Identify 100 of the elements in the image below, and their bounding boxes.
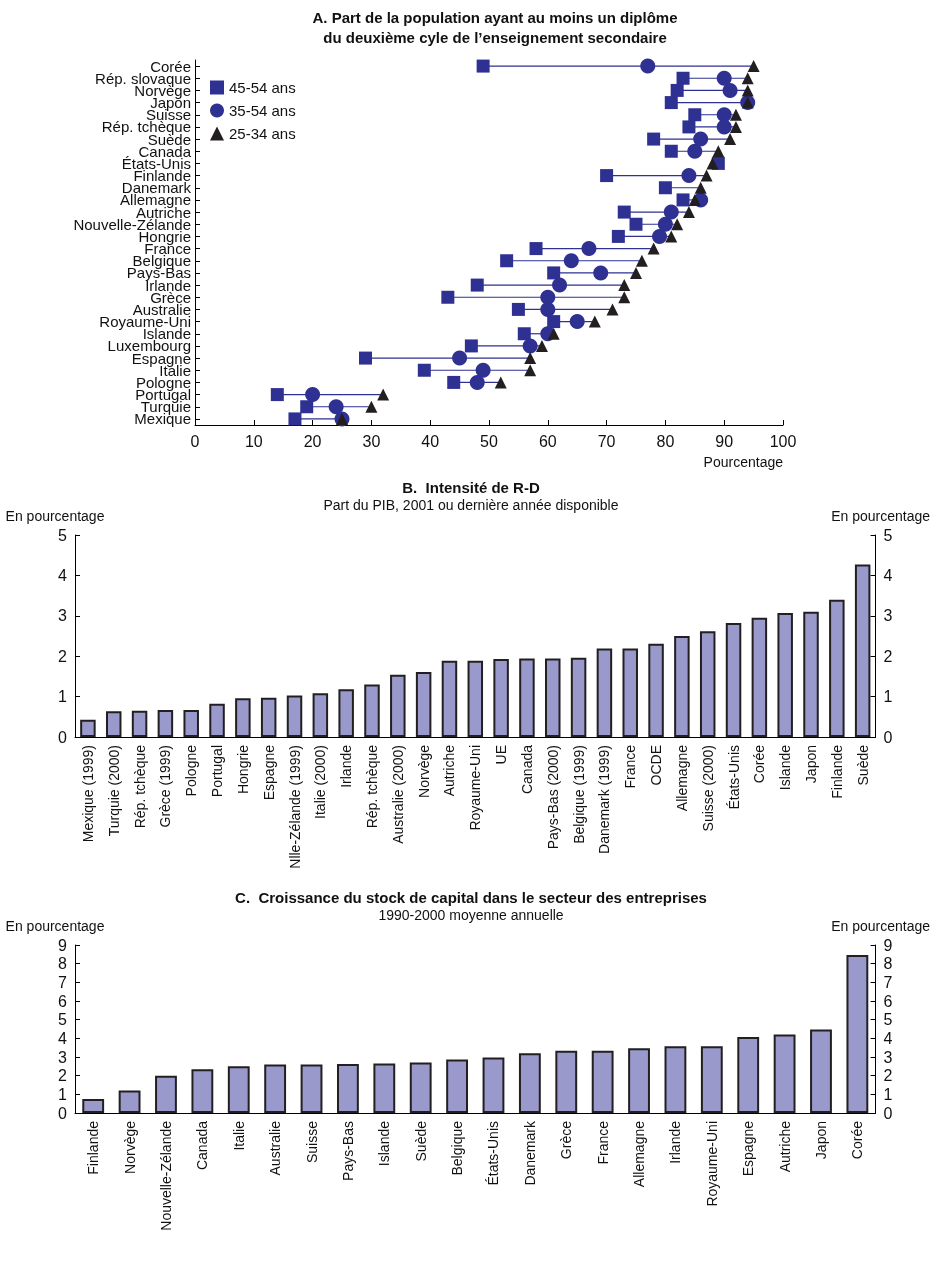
y-tick-label: 1 — [58, 688, 68, 706]
x-tick-label: Finlande — [828, 744, 845, 799]
y-tick-label: 4 — [58, 566, 68, 584]
legend-label: 25-34 ans — [229, 125, 296, 142]
y2-tick-label: 6 — [883, 992, 893, 1010]
y2-axis-title: En pourcentage — [831, 508, 931, 524]
x-tick-label: Grèce (1999) — [157, 745, 174, 828]
x-tick-label: Pays-Bas (2000) — [544, 745, 561, 850]
y2-tick-label: 4 — [883, 1029, 893, 1047]
y-tick-label: 3 — [58, 607, 68, 625]
x-tick-label: Italie — [230, 1120, 247, 1151]
y2-tick-label: 5 — [883, 1011, 893, 1029]
y2-tick-label: 9 — [883, 936, 893, 954]
x-tick-label: Corée — [849, 1120, 866, 1160]
y-tick-label: 6 — [58, 992, 68, 1010]
x-tick-label: Japon — [812, 1121, 829, 1160]
y-tick-label: 2 — [58, 1067, 68, 1085]
y-tick-label: 8 — [58, 955, 68, 973]
y-tick-label: 1 — [58, 1085, 68, 1103]
y2-tick-label: 1 — [883, 688, 893, 706]
x-tick-label: 50 — [480, 432, 498, 450]
legend-label: 45-54 ans — [229, 79, 296, 96]
x-tick-label: Pays-Bas — [339, 1121, 356, 1181]
x-tick-label: Australie — [267, 1120, 284, 1176]
y2-tick-label: 7 — [883, 973, 893, 991]
x-tick-label: 100 — [769, 432, 797, 450]
x-tick-label: Belgique — [449, 1120, 466, 1176]
x-tick-label: Suisse (2000) — [699, 745, 716, 832]
x-tick-label: Australie (2000) — [389, 745, 406, 844]
x-tick-label: Italie (2000) — [312, 745, 329, 819]
y2-tick-label: 0 — [883, 728, 893, 746]
chart-subtitle: Part du PIB, 2001 ou dernière année disponible — [323, 497, 619, 513]
y-tick-label: 0 — [58, 728, 68, 746]
y-tick-label: 0 — [58, 1104, 68, 1122]
x-axis-title: Pourcentage — [703, 454, 784, 470]
x-tick-label: France — [594, 1120, 611, 1165]
x-tick-label: Danemark (1999) — [596, 745, 613, 854]
x-tick-label: Allemagne — [673, 744, 690, 812]
x-tick-label: Grèce — [558, 1120, 575, 1160]
x-tick-label: OCDE — [648, 745, 665, 786]
x-tick-label: Autriche — [776, 1120, 793, 1173]
y-tick-label: 9 — [58, 936, 68, 954]
y2-tick-label: 3 — [883, 1048, 893, 1066]
x-tick-label: Royaume-Uni — [703, 1121, 720, 1207]
x-tick-label: Nlle-Zélande (1999) — [286, 745, 303, 869]
y-tick-label: 4 — [58, 1029, 68, 1047]
x-tick-label: Irlande — [338, 744, 355, 788]
x-tick-label: 80 — [656, 432, 675, 450]
x-tick-label: Allemagne — [631, 1120, 648, 1188]
y2-tick-label: 2 — [883, 1067, 893, 1085]
x-tick-label: 40 — [421, 432, 440, 450]
x-tick-label: Irlande — [667, 1120, 684, 1164]
x-tick-label: Espagne — [740, 1120, 757, 1177]
chart-title: A. Part de la population ayant au moins un diplôme du deuxième cyle de l’enseignement secondaire — [312, 8, 678, 46]
x-tick-label: 10 — [244, 432, 263, 450]
y2-tick-label: 2 — [883, 647, 893, 665]
x-tick-label: Mexique (1999) — [79, 745, 96, 843]
y2-tick-label: 8 — [883, 955, 893, 973]
chart-subtitle: 1990-2000 moyenne annuelle — [378, 907, 564, 923]
chart-title: B. Intensité de R-D — [402, 479, 540, 496]
x-tick-label: Espagne — [260, 744, 277, 801]
x-tick-label: Hongrie — [234, 744, 251, 795]
y2-tick-label: 5 — [883, 526, 893, 544]
y-tick-label: 3 — [58, 1048, 68, 1066]
x-tick-label: États-Unis — [725, 745, 742, 810]
y2-tick-label: 1 — [883, 1085, 893, 1103]
x-tick-label: Turquie (2000) — [105, 745, 122, 837]
y-tick-label: 5 — [58, 526, 68, 544]
x-tick-label: Belgique (1999) — [570, 745, 587, 844]
x-tick-label: UE — [493, 745, 510, 765]
x-tick-label: Royaume-Uni — [467, 745, 484, 831]
x-tick-label: 90 — [715, 432, 734, 450]
x-tick-label: Autriche — [441, 744, 458, 797]
y2-tick-label: 3 — [883, 607, 893, 625]
x-tick-label: Portugal — [209, 745, 226, 798]
x-tick-label: France — [622, 744, 639, 789]
x-tick-label: Danemark — [521, 1120, 538, 1186]
y-tick-label: Corée — [150, 57, 191, 75]
x-tick-label: Suisse — [303, 1120, 320, 1164]
x-tick-label: États-Unis — [485, 1121, 502, 1186]
x-tick-label: Corée — [751, 744, 768, 784]
y-axis-title: En pourcentage — [5, 918, 105, 934]
y-tick-label: 7 — [58, 973, 68, 991]
chart-title: C. Croissance du stock de capital dans le secteur des entreprises — [235, 889, 707, 906]
x-tick-label: 20 — [303, 432, 322, 450]
x-tick-label: Islande — [376, 1120, 393, 1167]
x-tick-label: 60 — [538, 432, 557, 450]
y2-tick-label: 4 — [883, 566, 893, 584]
x-tick-label: 70 — [597, 432, 616, 450]
y2-axis-title: En pourcentage — [831, 918, 931, 934]
x-tick-label: Suède — [412, 1120, 429, 1162]
x-tick-label: Rép. tchèque — [363, 744, 380, 829]
x-tick-label: 30 — [362, 432, 381, 450]
x-tick-label: Islande — [777, 744, 794, 791]
x-tick-label: Suède — [854, 744, 871, 786]
legend-label: 35-54 ans — [229, 102, 296, 119]
x-tick-label: Norvège — [415, 744, 432, 798]
y-tick-label: 5 — [58, 1011, 68, 1029]
y-tick-label: 2 — [58, 647, 68, 665]
y2-tick-label: 0 — [883, 1104, 893, 1122]
